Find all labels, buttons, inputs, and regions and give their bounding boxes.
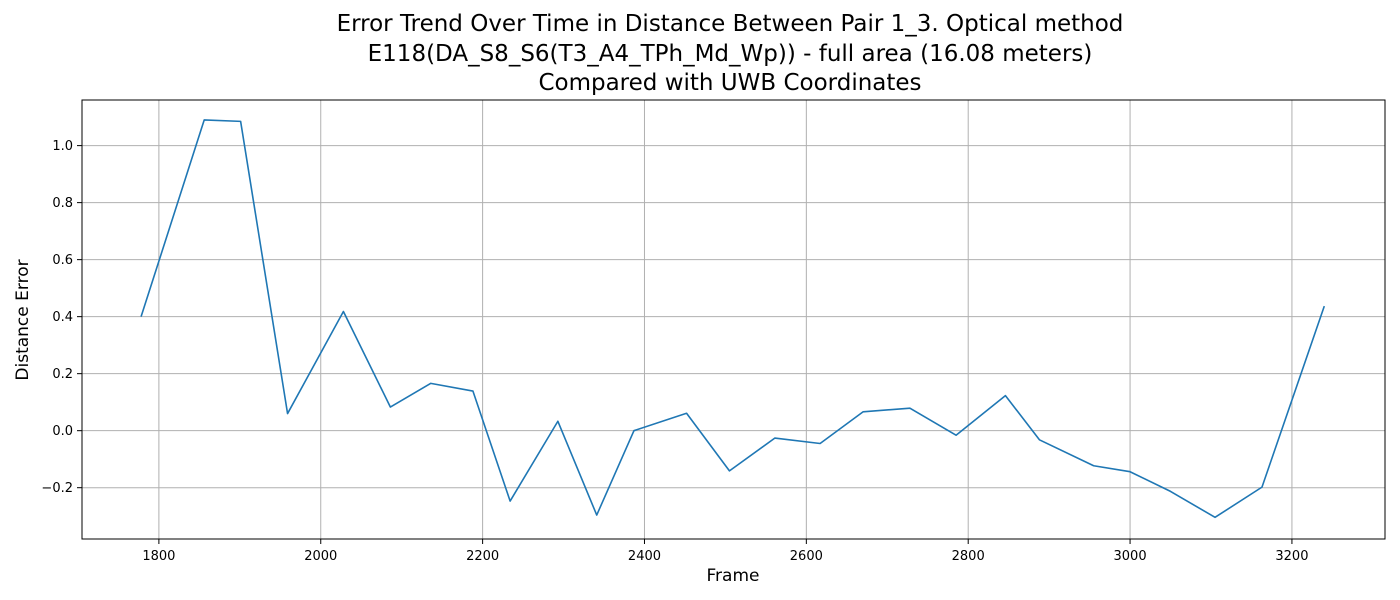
y-tick-label: 0.4 [52, 310, 73, 325]
y-tick-label: 1.0 [52, 139, 73, 154]
x-tick-label: 2600 [790, 549, 823, 564]
x-tick-label: 1800 [142, 549, 175, 564]
chart-title-line-2: E118(DA_S8_S6(T3_A4_TPh_Md_Wp)) - full a… [367, 41, 1093, 67]
x-axis-label: Frame [707, 566, 760, 586]
x-tick-label: 2400 [628, 549, 661, 564]
x-tick-label: 2200 [466, 549, 499, 564]
y-tick-label: 0.2 [52, 367, 73, 382]
chart-title-line-1: Error Trend Over Time in Distance Betwee… [336, 11, 1124, 37]
x-axis-ticks: 1800 2000 2200 2400 2600 2800 3000 3200 [142, 539, 1308, 564]
chart-title-line-3: Compared with UWB Coordinates [538, 70, 922, 96]
x-tick-label: 3200 [1275, 549, 1308, 564]
error-series-line [140, 119, 1326, 519]
grid-lines [82, 100, 1385, 539]
y-tick-label: 0.0 [52, 424, 73, 439]
x-tick-label: 2000 [304, 549, 337, 564]
y-axis-ticks: −0.2 0.0 0.2 0.4 0.6 0.8 1.0 [41, 139, 82, 496]
y-tick-label: 0.8 [52, 196, 73, 211]
y-tick-label: 0.6 [52, 253, 73, 268]
plot-frame [81, 99, 1386, 540]
series-layer [140, 119, 1326, 519]
x-tick-label: 2800 [952, 549, 985, 564]
y-axis-label: Distance Error [13, 259, 33, 380]
y-tick-label: −0.2 [41, 481, 73, 496]
x-tick-label: 3000 [1114, 549, 1147, 564]
